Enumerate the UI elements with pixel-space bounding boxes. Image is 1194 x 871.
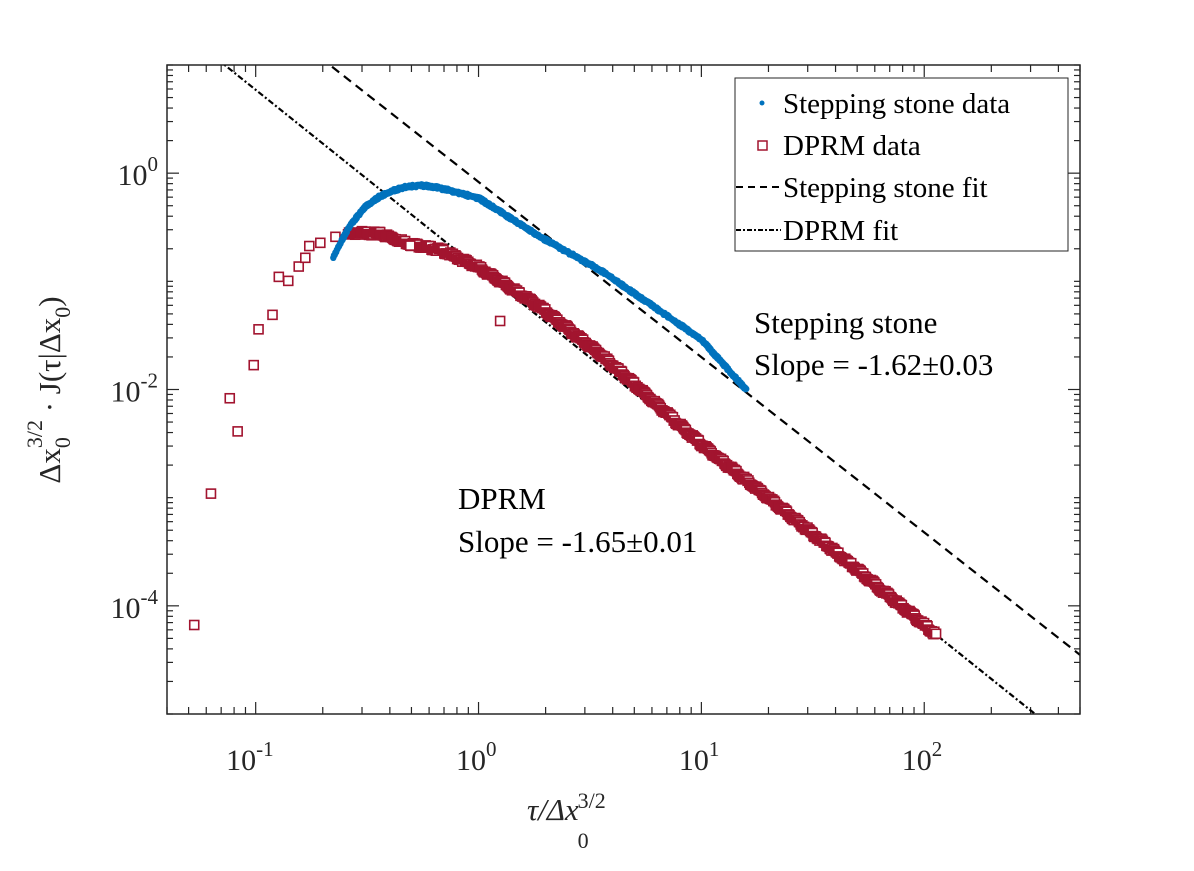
dprm-data-point xyxy=(232,426,243,437)
y-tick-labels: 100 10-2 10-4 xyxy=(111,152,159,625)
legend-marker-dot xyxy=(759,100,765,106)
dprm-data-point xyxy=(253,324,264,335)
dprm-data-point xyxy=(330,231,341,243)
x-tick-label: 101 xyxy=(679,737,720,777)
legend-marker-square xyxy=(757,140,768,151)
stepping-stone-data-points xyxy=(330,181,750,393)
x-tick-labels: 10-1 100 101 102 xyxy=(226,737,942,777)
stepping-stone-fit-line xyxy=(328,65,1080,656)
x-tick-label: 100 xyxy=(456,737,497,777)
x-axis-label: τ/Δx03/2 xyxy=(527,788,606,853)
annotation-dprm-slope: Slope = -1.65±0.01 xyxy=(458,524,697,559)
dprm-data-point xyxy=(404,240,416,251)
y-tick-label: 10-2 xyxy=(111,369,159,409)
annotation-dprm-title: DPRM xyxy=(458,481,546,516)
dprm-data-point xyxy=(205,488,217,499)
legend-label-dprm-fit: DPRM fit xyxy=(783,215,898,247)
dprm-data-point xyxy=(293,261,305,272)
dprm-data-point xyxy=(315,237,326,249)
y-tick-label: 10-4 xyxy=(111,585,159,625)
dprm-data-point xyxy=(248,359,260,371)
minor-ticks xyxy=(166,64,1081,715)
legend-box xyxy=(734,77,1069,252)
legend-label-stepping-stone-data: Stepping stone data xyxy=(783,88,1010,120)
dprm-data-point xyxy=(494,315,506,327)
legend-label-stepping-stone-fit: Stepping stone fit xyxy=(783,172,988,204)
dprm-data-point xyxy=(273,271,285,283)
y-axis-label: Δx03/2 · J(τ|Δx0) xyxy=(22,296,75,483)
major-ticks xyxy=(167,65,1080,714)
stepping-stone-data-point xyxy=(743,385,750,393)
dprm-data-point xyxy=(300,252,311,264)
dprm-data-point xyxy=(224,392,236,404)
dprm-data-point xyxy=(267,309,278,321)
dprm-data-point xyxy=(188,619,200,631)
dprm-data-point xyxy=(303,240,315,252)
legend-label-dprm-data: DPRM data xyxy=(783,130,921,162)
y-tick-label: 100 xyxy=(118,152,159,192)
x-tick-label: 10-1 xyxy=(226,737,274,777)
annotation-stepping-stone-title: Stepping stone xyxy=(754,305,937,340)
legend: Stepping stone data DPRM data Stepping s… xyxy=(734,77,1069,252)
dprm-data-points xyxy=(188,225,942,640)
fit-lines xyxy=(222,65,1080,714)
annotation-stepping-stone-slope: Slope = -1.62±0.03 xyxy=(754,347,993,382)
dprm-data-point xyxy=(930,628,942,640)
x-tick-label: 102 xyxy=(902,737,943,777)
dprm-data-point xyxy=(282,275,294,287)
